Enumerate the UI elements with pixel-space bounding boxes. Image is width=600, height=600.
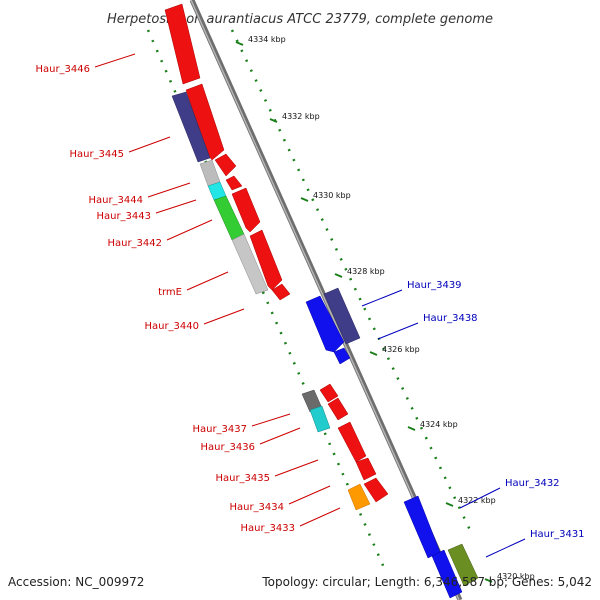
left-gene-labels: Haur_3446 Haur_3445 Haur_3444 Haur_3443 Haur… (35, 53, 341, 534)
gene-label[interactable]: Haur_3435 (215, 473, 270, 484)
gene-haur-3432[interactable] (403, 495, 441, 559)
gene-haur-3431[interactable] (447, 543, 479, 587)
gene-leader-line (203, 308, 245, 325)
gene-label[interactable]: Haur_3432 (505, 478, 560, 489)
gene-leader-line (166, 219, 213, 241)
accession-text: Accession: NC_009972 (8, 575, 144, 589)
gene-red-4[interactable] (249, 229, 283, 291)
gene-label[interactable]: Haur_3443 (96, 211, 151, 222)
gene-label[interactable]: Haur_3442 (107, 238, 162, 249)
gene-haur-3444[interactable] (199, 159, 221, 187)
kbp-tick-label: 4322 kbp (458, 496, 496, 505)
ruler-guides (146, 29, 472, 571)
gene-label[interactable]: Haur_3444 (88, 195, 143, 206)
kbp-tick-mark (407, 426, 416, 431)
gene-leader-line (274, 459, 319, 477)
gene-haur-3438[interactable] (323, 287, 361, 345)
gene-label[interactable]: trmE (158, 287, 182, 298)
kbp-tick-label: 4330 kbp (313, 191, 351, 200)
gene-red-6[interactable] (319, 383, 339, 403)
gene-leader-line (147, 182, 191, 198)
gene-leader-line (128, 136, 171, 153)
gene-leader-line (259, 427, 301, 445)
kbp-tick-mark (300, 197, 309, 202)
gene-haur-3434[interactable] (347, 483, 371, 511)
gene-label[interactable]: Haur_3431 (530, 529, 585, 540)
gene-haur-3435[interactable] (337, 421, 367, 463)
gene-trme[interactable] (231, 233, 269, 295)
gene-blue-small[interactable] (333, 347, 351, 365)
gene-label[interactable]: Haur_3445 (69, 149, 124, 160)
gene-leader-line (299, 507, 341, 527)
gene-leader-line (361, 289, 403, 307)
gene-features (164, 3, 479, 599)
right-gene-labels: Haur_3439 Haur_3438 Haur_3432 Haur_3431 (361, 280, 585, 558)
gene-red-3[interactable] (231, 187, 261, 233)
summary-text: Topology: circular; Length: 6,346,587 bp… (261, 575, 592, 589)
gene-label[interactable]: Haur_3436 (200, 442, 255, 453)
kbp-tick-mark (484, 578, 493, 583)
gene-red-9[interactable] (363, 477, 389, 503)
gene-label[interactable]: Haur_3440 (144, 321, 199, 332)
kbp-tick-mark (269, 118, 278, 123)
kbp-tick-label: 4332 kbp (282, 112, 320, 121)
gene-leader-line (94, 53, 136, 68)
gene-label[interactable]: Haur_3437 (192, 424, 247, 435)
gene-leader-line (288, 485, 331, 505)
gene-red-5[interactable] (271, 283, 291, 301)
gene-label[interactable]: Haur_3434 (229, 502, 284, 513)
gene-label[interactable]: Haur_3438 (423, 313, 478, 324)
gene-red-7[interactable] (327, 397, 349, 421)
kbp-tick-label: 4320 kbp (497, 572, 535, 581)
gene-blue-bottom[interactable] (431, 549, 463, 599)
gene-label[interactable]: Haur_3433 (240, 523, 295, 534)
kbp-tick-label: 4324 kbp (420, 420, 458, 429)
gene-red-small-1[interactable] (214, 153, 237, 177)
gene-haur-3445[interactable] (171, 91, 211, 163)
gene-leader-line (485, 538, 526, 558)
gene-label[interactable]: Haur_3439 (407, 280, 462, 291)
kbp-tick-label: 4328 kbp (347, 267, 385, 276)
kbp-tick-mark (369, 351, 378, 356)
kbp-tick-mark (235, 41, 244, 46)
gene-red-small-2[interactable] (225, 175, 243, 191)
gene-leader-line (251, 413, 291, 427)
gene-haur-3436[interactable] (309, 405, 331, 433)
kbp-tick-mark (334, 273, 343, 278)
gene-leader-line (186, 271, 229, 291)
map-title: Herpetosiphon aurantiacus ATCC 23779, co… (107, 12, 493, 27)
kbp-ticks: 4334 kbp 4332 kbp 4330 kbp 4328 kbp 4326 kbp… (235, 35, 535, 583)
kbp-tick-label: 4326 kbp (382, 345, 420, 354)
kbp-tick-mark (445, 502, 454, 507)
kbp-tick-label: 4334 kbp (248, 35, 286, 44)
gene-leader-line (459, 487, 501, 509)
gene-haur-3446[interactable] (164, 3, 201, 85)
gene-leader-line (377, 322, 419, 340)
gene-label[interactable]: Haur_3446 (35, 64, 90, 75)
gene-red-8[interactable] (355, 457, 377, 481)
gene-leader-line (155, 199, 197, 214)
gene-haur-3439[interactable] (305, 295, 345, 353)
